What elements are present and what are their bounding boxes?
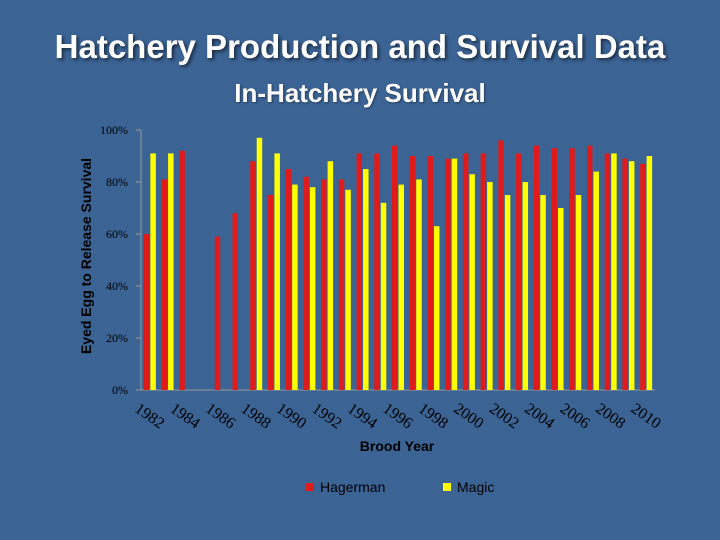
x-tick-label: 1998 [415, 400, 451, 432]
y-tick-label: 100% [100, 123, 128, 137]
legend: Hagerman Magic [306, 479, 494, 495]
bar-magic-1990 [292, 184, 298, 390]
bar-hagerman-1982 [143, 234, 150, 390]
bar-hagerman-2005 [551, 148, 558, 390]
bar-magic-2008 [611, 153, 617, 390]
x-tick-label: 1986 [202, 400, 238, 432]
y-tick-label: 20% [106, 331, 128, 345]
bar-hagerman-1993 [338, 179, 345, 390]
bar-magic-2002 [504, 195, 511, 390]
bar-magic-1982 [150, 153, 156, 390]
bar-hagerman-2004 [533, 145, 540, 390]
bar-magic-1998 [433, 226, 440, 390]
bar-hagerman-1997 [409, 156, 416, 390]
x-tick-label: 2000 [450, 400, 486, 432]
y-tick-label: 60% [106, 227, 128, 241]
bar-hagerman-2007 [586, 145, 593, 390]
bar-magic-1996 [398, 184, 404, 390]
bar-magic-2006 [575, 195, 582, 390]
bar-hagerman-2000 [462, 153, 469, 390]
bar-hagerman-2002 [498, 140, 504, 390]
bar-hagerman-1987 [232, 213, 238, 390]
bar-hagerman-1984 [179, 150, 185, 390]
bar-magic-2007 [593, 171, 599, 390]
bar-magic-1991 [309, 187, 316, 390]
bar-hagerman-2010 [640, 163, 646, 390]
y-tick-label: 40% [106, 279, 128, 293]
bar-hagerman-1988 [250, 161, 256, 390]
main-title: Hatchery Production and Survival Data [54, 28, 666, 65]
x-tick-label: 1982 [131, 400, 167, 432]
bar-hagerman-2001 [480, 153, 487, 390]
legend-swatch-magic [443, 483, 451, 491]
bar-hagerman-1983 [161, 179, 168, 390]
legend-swatch-hagerman [306, 483, 314, 491]
x-tick-label: 2004 [521, 400, 557, 432]
x-tick-label: 2006 [557, 400, 593, 432]
bar-magic-2005 [558, 208, 564, 390]
bar-hagerman-1999 [445, 158, 451, 390]
y-axis-title: Eyed Egg to Release Survival [78, 158, 94, 354]
bar-hagerman-1990 [285, 169, 292, 390]
x-tick-label: 2002 [486, 400, 522, 432]
y-tick-label: 0% [112, 383, 128, 397]
bar-magic-1994 [363, 169, 369, 390]
bar-magic-2004 [540, 195, 546, 390]
y-axis: 0% 20% 40% 60% 80% 100% [100, 123, 655, 397]
bar-magic-1992 [327, 161, 334, 390]
bar-hagerman-2006 [569, 148, 575, 390]
bar-magic-1995 [380, 202, 387, 390]
bar-magic-2001 [487, 182, 493, 390]
x-tick-label: 1984 [167, 400, 203, 432]
bar-hagerman-1986 [214, 236, 221, 390]
bar-hagerman-1996 [392, 145, 398, 390]
bar-magic-1993 [345, 189, 351, 390]
bar-hagerman-2008 [604, 153, 611, 390]
bar-hagerman-2003 [516, 153, 522, 390]
bar-hagerman-1989 [267, 195, 274, 390]
x-tick-label: 1988 [238, 400, 274, 432]
bar-magic-2003 [522, 182, 529, 390]
x-axis-ticks: 1982 1984 1986 1988 1990 1992 1994 1996 1998 2000… [131, 400, 663, 432]
bar-hagerman-1991 [303, 176, 309, 390]
bar-hagerman-1994 [356, 153, 363, 390]
bar-magic-1983 [168, 153, 174, 390]
bar-hagerman-1992 [321, 179, 327, 390]
bar-magic-2000 [469, 174, 475, 390]
x-tick-label: 1992 [309, 400, 345, 432]
bar-hagerman-1998 [427, 156, 433, 390]
bar-magic-1989 [274, 153, 280, 390]
x-tick-label: 1990 [273, 400, 309, 432]
bar-magic-2009 [628, 161, 635, 390]
legend-label-magic: Magic [457, 479, 494, 495]
x-tick-label: 1996 [380, 400, 416, 432]
bars [143, 137, 653, 390]
legend-label-hagerman: Hagerman [320, 479, 385, 495]
x-tick-label: 2010 [628, 400, 664, 432]
bar-hagerman-2009 [622, 158, 628, 390]
bar-magic-1997 [416, 179, 422, 390]
bar-magic-1988 [256, 137, 263, 390]
x-axis-title: Brood Year [360, 438, 435, 454]
x-tick-label: 2008 [592, 400, 628, 432]
x-tick-label: 1994 [344, 400, 380, 432]
bar-magic-1999 [451, 158, 458, 390]
bar-magic-2010 [646, 156, 653, 390]
bar-hagerman-1995 [374, 153, 380, 390]
y-tick-label: 80% [106, 175, 128, 189]
chart-title: In-Hatchery Survival [234, 78, 486, 108]
